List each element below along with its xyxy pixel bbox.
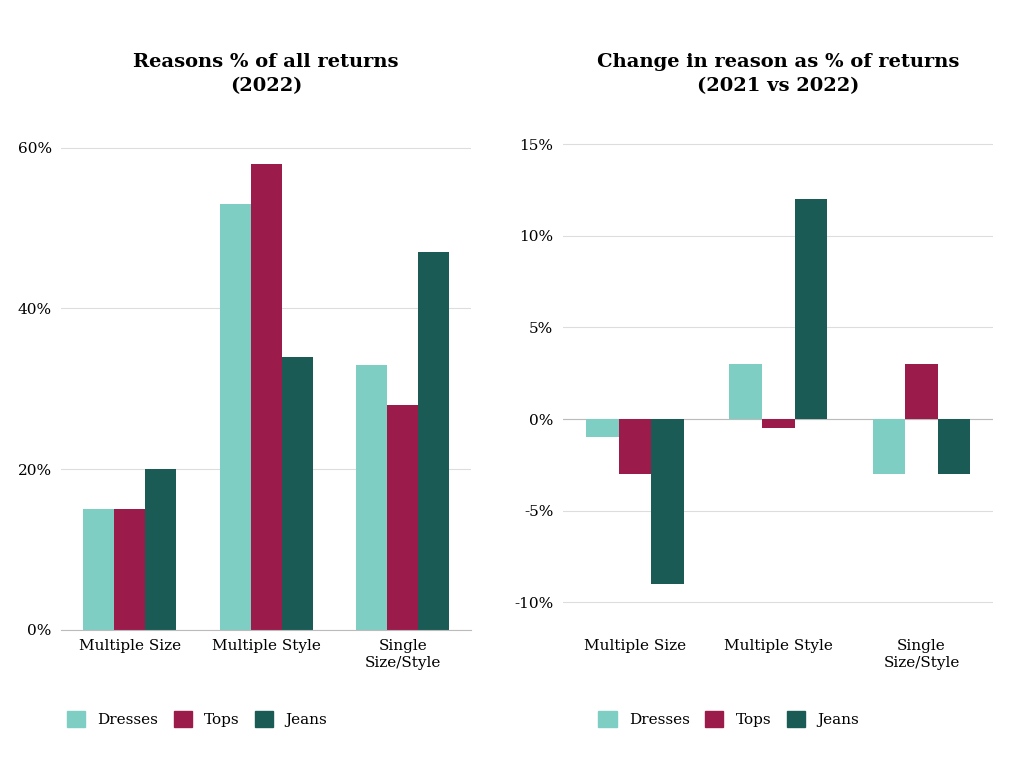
Legend: Dresses, Tops, Jeans: Dresses, Tops, Jeans [592, 705, 865, 733]
Bar [872, 419, 905, 474]
Bar [729, 364, 762, 419]
Bar [762, 419, 795, 429]
Legend: Dresses, Tops, Jeans: Dresses, Tops, Jeans [60, 705, 334, 733]
Bar [220, 204, 251, 630]
Bar [282, 356, 312, 630]
Bar [618, 419, 651, 474]
Bar [145, 469, 176, 630]
Bar [115, 509, 145, 630]
Title: Reasons % of all returns
(2022): Reasons % of all returns (2022) [133, 53, 399, 95]
Bar [356, 365, 387, 630]
Bar [586, 419, 618, 437]
Bar [651, 419, 684, 584]
Bar [938, 419, 971, 474]
Bar [795, 199, 827, 419]
Bar [387, 405, 418, 630]
Bar [83, 509, 115, 630]
Bar [905, 364, 938, 419]
Bar [251, 164, 282, 630]
Title: Change in reason as % of returns
(2021 vs 2022): Change in reason as % of returns (2021 v… [597, 53, 959, 95]
Bar [418, 252, 450, 630]
